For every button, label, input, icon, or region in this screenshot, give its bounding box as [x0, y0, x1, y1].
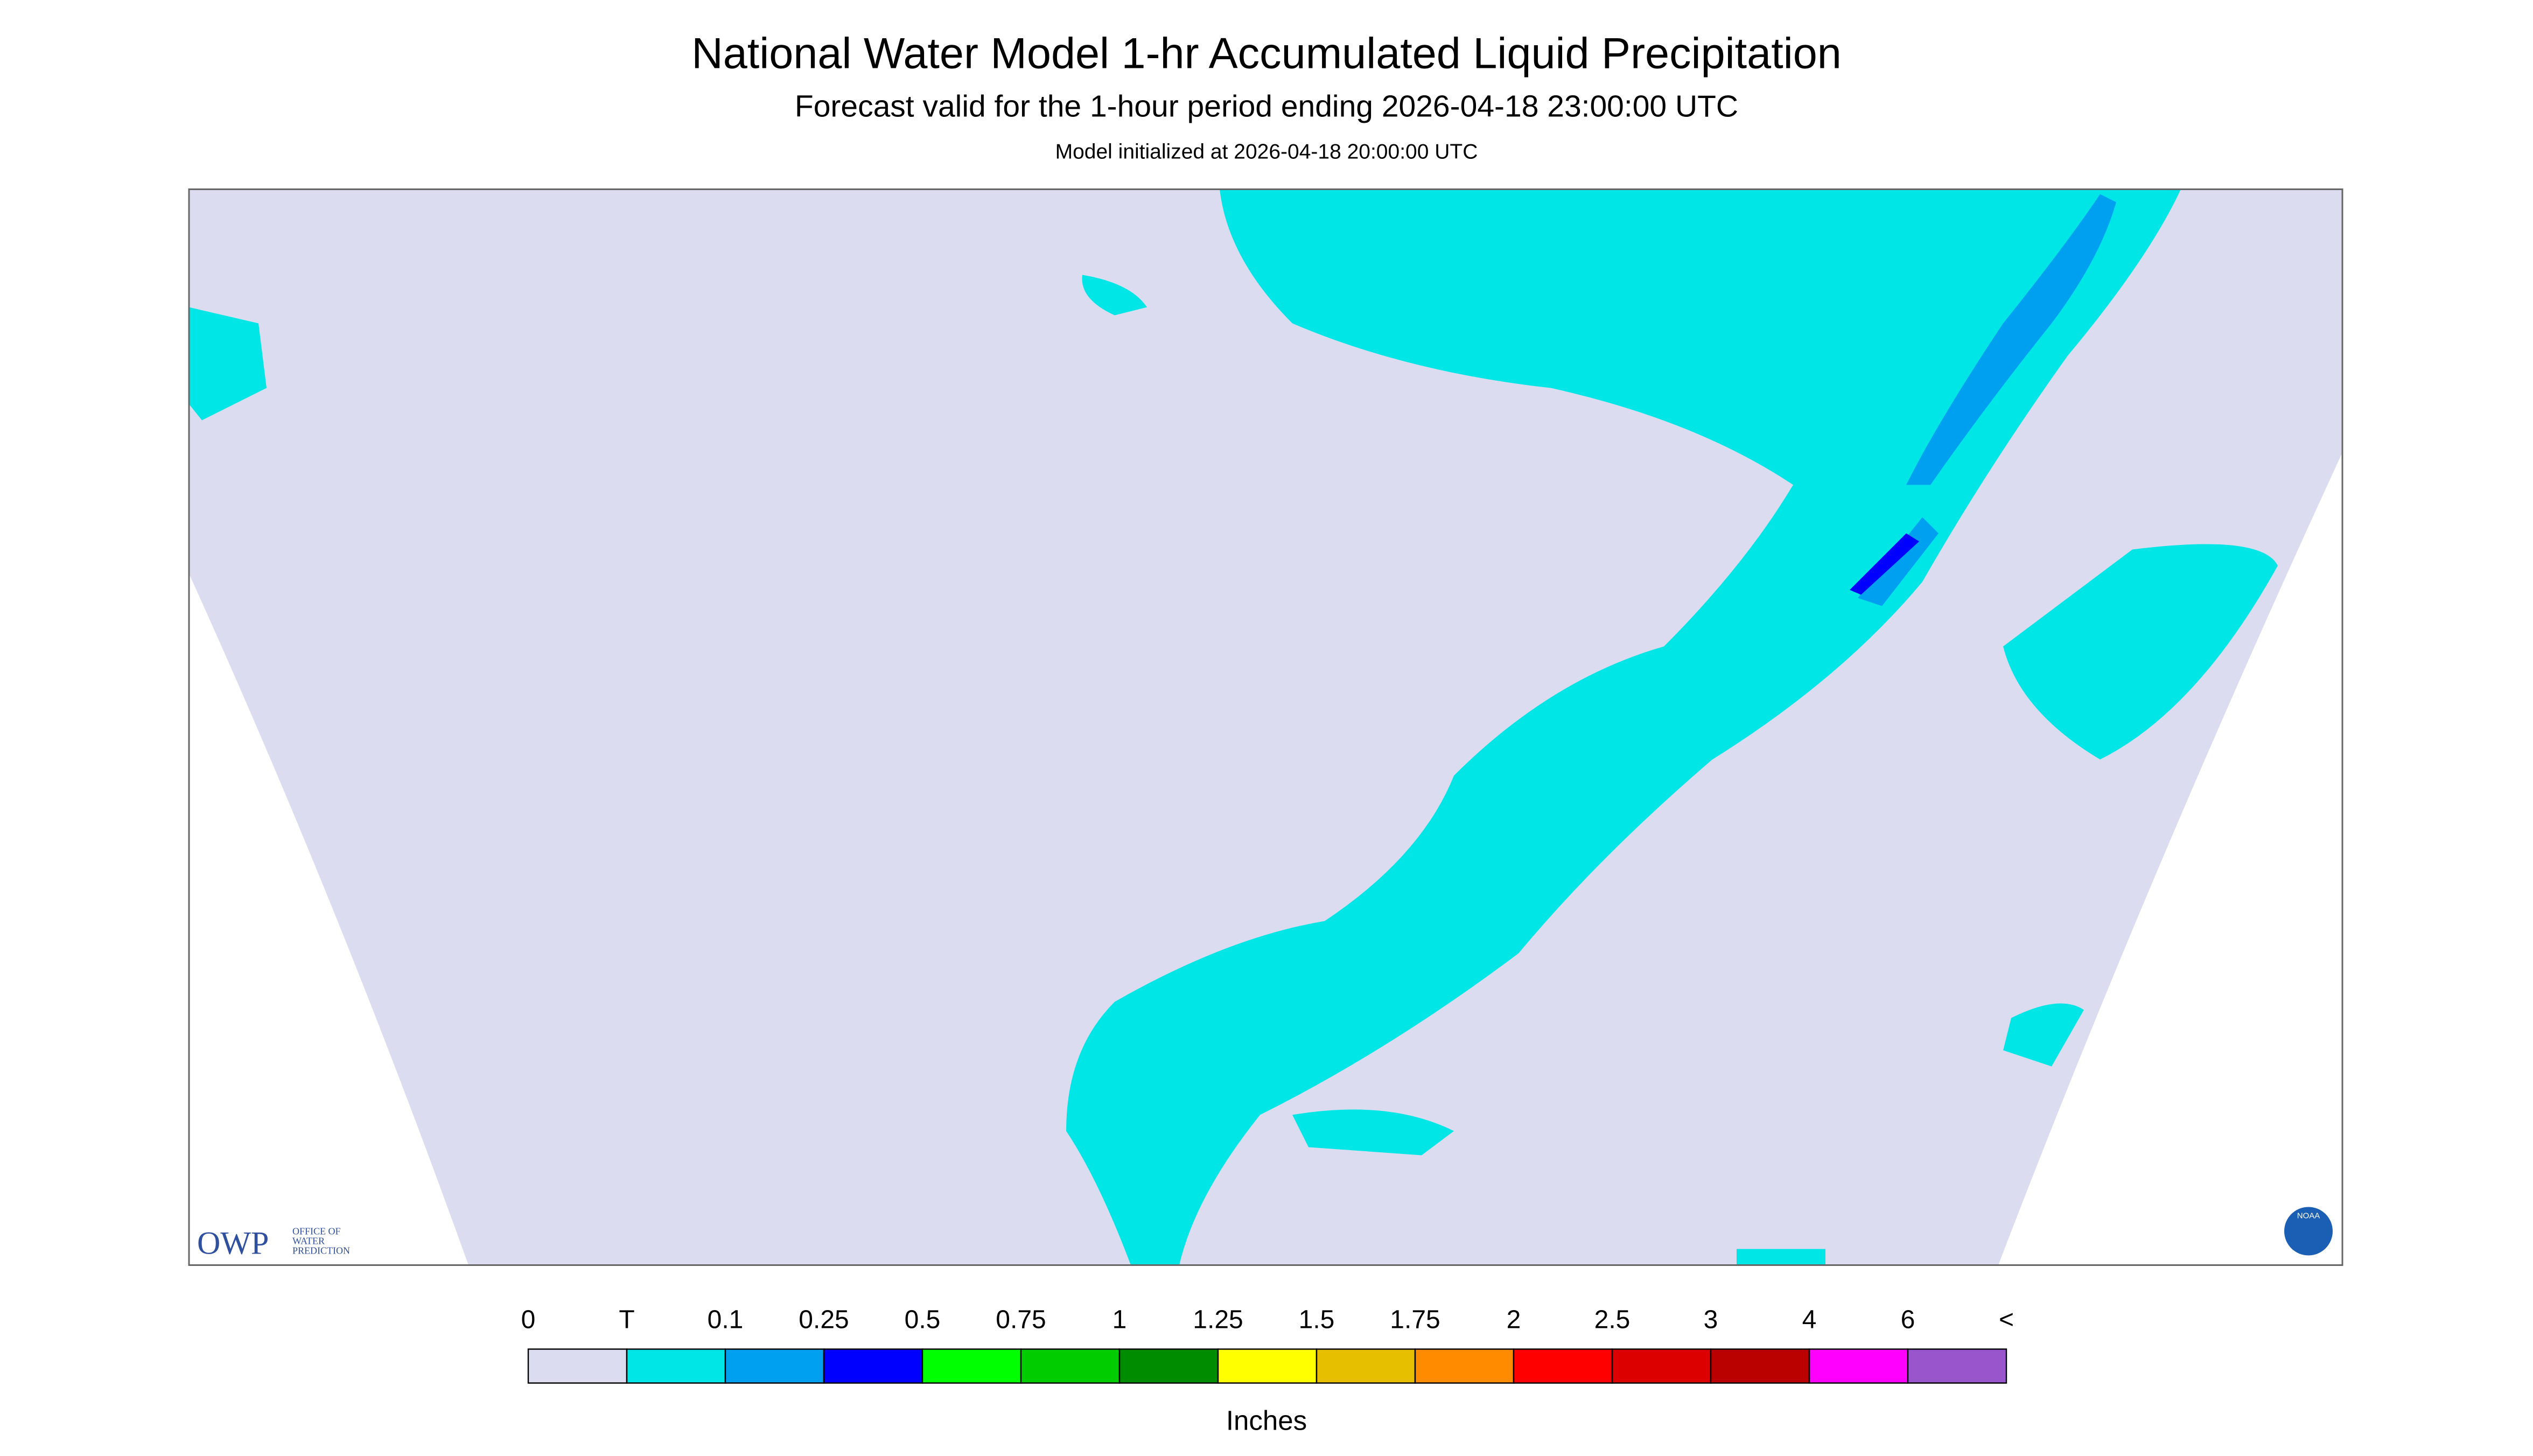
- legend-swatch: [1513, 1348, 1613, 1384]
- legend-swatch: [1316, 1348, 1416, 1384]
- legend-label: 2: [1507, 1306, 1521, 1334]
- legend-label: 2.5: [1594, 1306, 1631, 1334]
- legend: 0 T 0.1 0.25 0.5 0.75 1 1.25 1.5 1.75 2 2.5 3 4 6 <: [521, 1306, 2014, 1384]
- legend-label: 6: [1901, 1306, 1915, 1334]
- domain-edge: [189, 573, 468, 1265]
- domain-edge: [1998, 452, 2342, 1265]
- init-time: Model initialized at 2026-04-18 20:00:00…: [1055, 141, 1478, 164]
- legend-swatch: [527, 1348, 628, 1384]
- legend-swatch: [1907, 1348, 2007, 1384]
- legend-label: 1: [1112, 1306, 1127, 1334]
- logo-abbr: OWP: [197, 1226, 269, 1261]
- legend-swatch: [1414, 1348, 1515, 1384]
- legend-swatch: [1808, 1348, 1909, 1384]
- legend-label: 0.1: [708, 1306, 744, 1334]
- noaa-badge: NOAA: [2297, 1212, 2320, 1221]
- subtitle: Forecast valid for the 1-hour period end…: [795, 89, 1738, 124]
- legend-label: 1.5: [1299, 1306, 1335, 1334]
- title: National Water Model 1-hr Accumulated Li…: [691, 30, 1842, 78]
- legend-swatch: [1020, 1348, 1121, 1384]
- legend-swatch: [626, 1348, 726, 1384]
- legend-label: <: [1999, 1306, 2014, 1334]
- logo-name: OFFICE OF: [292, 1226, 341, 1237]
- legend-label: T: [619, 1306, 634, 1334]
- legend-swatch: [823, 1348, 923, 1384]
- logo-name: PREDICTION: [292, 1245, 350, 1256]
- legend-swatch: [1710, 1348, 1810, 1384]
- legend-label: 4: [1802, 1306, 1817, 1334]
- legend-swatch: [1611, 1348, 1712, 1384]
- logo-name: WATER: [292, 1236, 325, 1247]
- legend-swatch: [724, 1348, 825, 1384]
- precip-area: [1858, 194, 2116, 606]
- noaa-logo: [2284, 1207, 2333, 1256]
- precip-area: [1850, 533, 1919, 595]
- legend-label: 1.25: [1193, 1306, 1243, 1334]
- legend-unit: Inches: [1226, 1405, 1307, 1436]
- legend-label: 0.75: [996, 1306, 1046, 1334]
- legend-swatch: [1118, 1348, 1219, 1384]
- legend-swatch: [1217, 1348, 1318, 1384]
- map: OWP OFFICE OF WATER PREDICTION NOAA: [188, 188, 2343, 1266]
- legend-label: 0.25: [799, 1306, 849, 1334]
- legend-label: 1.75: [1390, 1306, 1440, 1334]
- legend-label: 3: [1704, 1306, 1718, 1334]
- legend-label: 0: [521, 1306, 536, 1334]
- map-frame: [188, 188, 2343, 1266]
- legend-label: 0.5: [905, 1306, 941, 1334]
- precip-area: [189, 189, 2278, 1265]
- legend-swatch: [921, 1348, 1022, 1384]
